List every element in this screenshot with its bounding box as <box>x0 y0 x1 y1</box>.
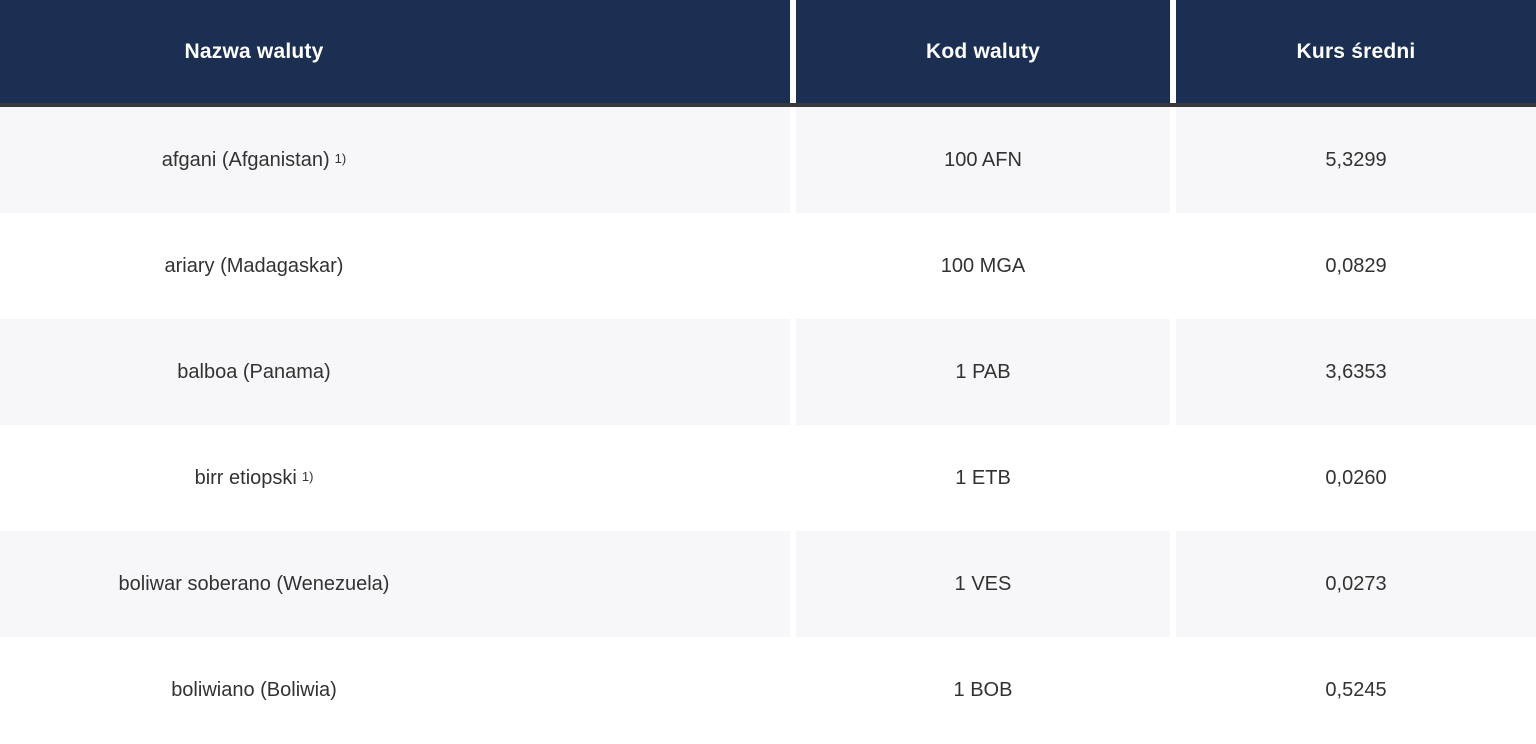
table-row: balboa (Panama) 1 PAB 3,6353 <box>0 319 1536 425</box>
currency-code-cell: 1 VES <box>790 531 1170 637</box>
header-label-average-rate: Kurs średni <box>1296 39 1416 63</box>
currency-name-cell: birr etiopski 1) <box>0 425 790 531</box>
currency-code: 1 ETB <box>955 466 1011 489</box>
currency-name: boliwiano (Boliwia) <box>171 678 337 701</box>
average-rate: 5,3299 <box>1325 148 1387 171</box>
average-rate: 0,5245 <box>1325 678 1387 701</box>
average-rate: 0,0273 <box>1325 572 1387 595</box>
header-cell-average-rate: Kurs średni <box>1170 0 1536 103</box>
currency-code-cell: 1 ETB <box>790 425 1170 531</box>
currency-name-cell: afgani (Afganistan) 1) <box>0 107 790 213</box>
average-rate-cell: 0,5245 <box>1170 637 1536 743</box>
currency-code: 1 BOB <box>953 678 1013 701</box>
header-label-currency-code: Kod waluty <box>925 39 1040 63</box>
currency-name-cell: boliwar soberano (Wenezuela) <box>0 531 790 637</box>
currency-name-cell: balboa (Panama) <box>0 319 790 425</box>
currency-code: 1 PAB <box>955 360 1011 383</box>
footnote-superscript: 1) <box>334 150 347 166</box>
currency-name: afgani (Afganistan) <box>161 148 330 171</box>
currency-code-cell: 100 AFN <box>790 107 1170 213</box>
average-rate-cell: 0,0829 <box>1170 213 1536 319</box>
currency-code: 1 VES <box>954 572 1012 595</box>
currency-name-cell: boliwiano (Boliwia) <box>0 637 790 743</box>
header-label-currency-name: Nazwa waluty <box>184 39 324 63</box>
currency-name: birr etiopski <box>194 466 297 489</box>
average-rate-cell: 5,3299 <box>1170 107 1536 213</box>
average-rate: 0,0829 <box>1325 254 1387 277</box>
currency-code-cell: 100 MGA <box>790 213 1170 319</box>
table-row: birr etiopski 1) 1 ETB 0,0260 <box>0 425 1536 531</box>
currency-code-cell: 1 PAB <box>790 319 1170 425</box>
currency-code: 100 MGA <box>940 254 1026 277</box>
table-row: afgani (Afganistan) 1) 100 AFN 5,3299 <box>0 107 1536 213</box>
currency-name-cell: ariary (Madagaskar) <box>0 213 790 319</box>
table-row: boliwiano (Boliwia) 1 BOB 0,5245 <box>0 637 1536 743</box>
average-rate: 3,6353 <box>1325 360 1387 383</box>
currency-name: boliwar soberano (Wenezuela) <box>118 572 390 595</box>
header-cell-currency-name: Nazwa waluty <box>0 0 790 103</box>
average-rate-cell: 0,0273 <box>1170 531 1536 637</box>
average-rate-cell: 3,6353 <box>1170 319 1536 425</box>
table-row: ariary (Madagaskar) 100 MGA 0,0829 <box>0 213 1536 319</box>
table-row: boliwar soberano (Wenezuela) 1 VES 0,027… <box>0 531 1536 637</box>
currency-name: ariary (Madagaskar) <box>164 254 344 277</box>
header-cell-currency-code: Kod waluty <box>790 0 1170 103</box>
currency-code-cell: 1 BOB <box>790 637 1170 743</box>
table-header-row: Nazwa waluty Kod waluty Kurs średni <box>0 0 1536 107</box>
average-rate-cell: 0,0260 <box>1170 425 1536 531</box>
average-rate: 0,0260 <box>1325 466 1387 489</box>
footnote-superscript: 1) <box>301 468 314 484</box>
currency-code: 100 AFN <box>944 148 1022 171</box>
currency-name: balboa (Panama) <box>177 360 331 383</box>
